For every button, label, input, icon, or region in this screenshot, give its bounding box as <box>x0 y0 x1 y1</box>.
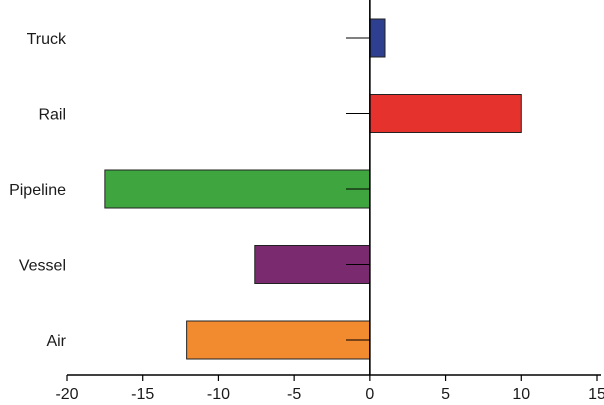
axes <box>67 0 601 376</box>
category-labels: Truck Rail Pipeline Vessel Air <box>9 31 67 350</box>
category-label-truck: Truck <box>27 31 67 48</box>
x-tick-label-minus-10: -10 <box>207 386 230 403</box>
x-tick-label-15: 15 <box>588 386 604 403</box>
x-tick-label-minus-15: -15 <box>131 386 154 403</box>
bar-truck <box>369 18 386 58</box>
bar-pipeline <box>104 169 371 209</box>
bar-air <box>186 320 371 360</box>
x-axis-tick-labels: -20 -15 -10 -5 0 5 10 15 <box>55 386 604 403</box>
category-ticks <box>346 37 370 341</box>
x-tick-label-10: 10 <box>512 386 530 403</box>
bar-rail <box>369 94 522 133</box>
x-tick-label-minus-20: -20 <box>55 386 78 403</box>
category-label-pipeline: Pipeline <box>9 182 66 199</box>
x-tick-label-0: 0 <box>365 386 374 403</box>
x-axis-ticks <box>66 375 598 381</box>
category-label-vessel: Vessel <box>19 258 66 275</box>
x-tick-label-minus-5: -5 <box>287 386 301 403</box>
category-label-rail: Rail <box>38 107 66 124</box>
bars <box>104 18 522 360</box>
x-tick-label-5: 5 <box>441 386 450 403</box>
category-label-air: Air <box>46 333 66 350</box>
